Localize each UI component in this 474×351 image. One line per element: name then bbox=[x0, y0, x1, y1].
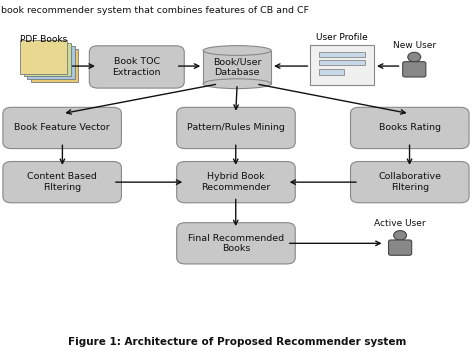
FancyBboxPatch shape bbox=[3, 107, 121, 148]
FancyBboxPatch shape bbox=[89, 46, 184, 88]
Text: Pattern/Rules Mining: Pattern/Rules Mining bbox=[187, 124, 285, 132]
FancyBboxPatch shape bbox=[389, 240, 412, 255]
Bar bbox=[310, 45, 374, 85]
Bar bbox=[319, 69, 344, 75]
Circle shape bbox=[393, 231, 407, 240]
Text: PDF Books: PDF Books bbox=[20, 35, 67, 44]
Ellipse shape bbox=[203, 46, 271, 55]
Text: Content Based
Filtering: Content Based Filtering bbox=[27, 172, 97, 192]
FancyBboxPatch shape bbox=[350, 161, 469, 203]
Ellipse shape bbox=[203, 79, 271, 88]
FancyBboxPatch shape bbox=[177, 223, 295, 264]
FancyBboxPatch shape bbox=[177, 161, 295, 203]
FancyBboxPatch shape bbox=[177, 107, 295, 148]
Text: Collaborative
Filtering: Collaborative Filtering bbox=[378, 172, 441, 192]
Bar bbox=[24, 43, 71, 77]
Text: Hybrid Book
Recommender: Hybrid Book Recommender bbox=[201, 172, 271, 192]
Text: Books Rating: Books Rating bbox=[379, 124, 441, 132]
Text: Final Recommended
Books: Final Recommended Books bbox=[188, 234, 284, 253]
Text: Book Feature Vector: Book Feature Vector bbox=[14, 124, 110, 132]
FancyBboxPatch shape bbox=[3, 161, 121, 203]
Bar bbox=[31, 49, 79, 82]
Text: Book TOC
Extraction: Book TOC Extraction bbox=[112, 57, 161, 77]
FancyBboxPatch shape bbox=[403, 62, 426, 77]
Text: Active User: Active User bbox=[374, 219, 426, 228]
FancyBboxPatch shape bbox=[350, 107, 469, 148]
Text: New User: New User bbox=[392, 41, 436, 49]
Bar bbox=[319, 60, 365, 65]
Text: Figure 1: Architecture of Proposed Recommender system: Figure 1: Architecture of Proposed Recom… bbox=[68, 337, 406, 347]
Bar bbox=[319, 52, 365, 57]
Text: User Profile: User Profile bbox=[316, 33, 368, 42]
Circle shape bbox=[408, 52, 421, 62]
Bar bbox=[27, 46, 75, 79]
Bar bbox=[20, 40, 67, 74]
Bar bbox=[203, 51, 271, 84]
Text: Book/User
Database: Book/User Database bbox=[213, 58, 261, 77]
Text: book recommender system that combines features of CB and CF: book recommender system that combines fe… bbox=[1, 6, 309, 15]
